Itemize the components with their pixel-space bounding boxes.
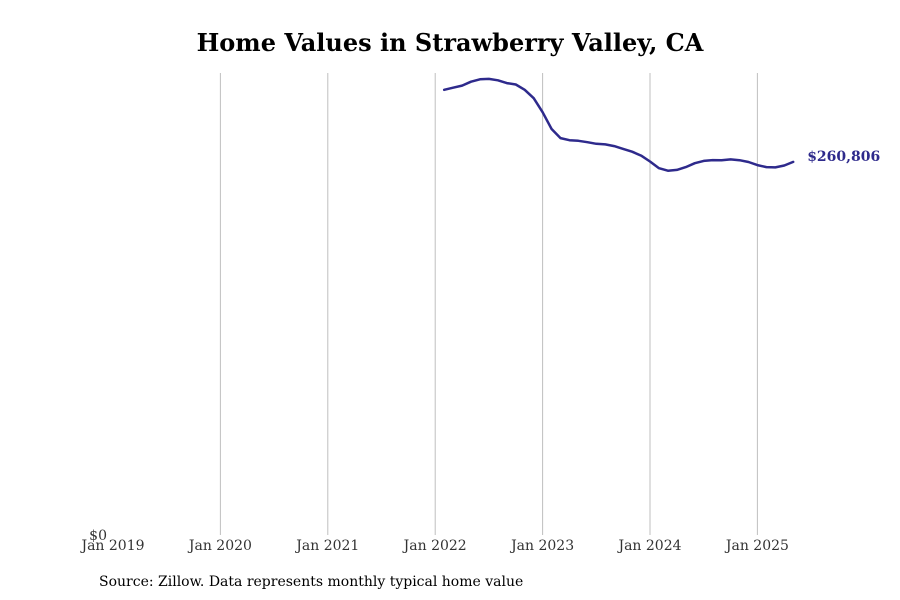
y-tick-label: $0 — [89, 528, 107, 544]
end-value-label: $260,806 — [807, 149, 880, 165]
series-line — [442, 77, 795, 172]
series-group: $260,806 — [442, 77, 880, 172]
x-tick-label: Jan 2019 — [79, 538, 144, 554]
x-tick-label: Jan 2022 — [402, 538, 467, 554]
x-tick-label: Jan 2025 — [724, 538, 789, 554]
x-tick-label: Jan 2023 — [509, 538, 574, 554]
x-axis-ticks: Jan 2019 Jan 2020 Jan 2021 Jan 2022 Jan 2023… — [79, 538, 788, 554]
x-tick-label: Jan 2024 — [616, 538, 681, 554]
grid-lines — [219, 73, 758, 535]
source-note: Source: Zillow. Data represents monthly … — [99, 574, 524, 590]
x-tick-label: Jan 2021 — [294, 538, 359, 554]
chart-title: Home Values in Strawberry Valley, CA — [196, 28, 704, 57]
x-tick-label: Jan 2020 — [187, 538, 252, 554]
y-axis-ticks: $0 — [89, 528, 107, 544]
